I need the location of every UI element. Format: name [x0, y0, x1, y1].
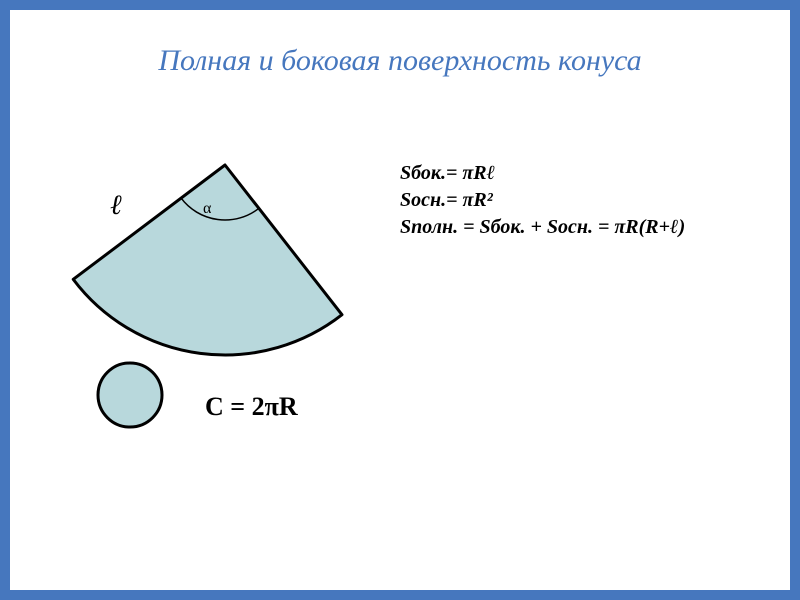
formula-total: Sполн. = Sбок. + Sосн. = πR(R+ℓ)	[400, 214, 685, 241]
frame-left	[0, 0, 10, 600]
formula-base: Sосн.= πR²	[400, 187, 685, 214]
alpha-label: α	[203, 200, 211, 218]
formula-lateral: Sбок.= πRℓ	[400, 160, 685, 187]
base-circle	[98, 363, 162, 427]
circumference-label: C = 2πR	[205, 392, 298, 422]
slide-title: Полная и боковая поверхность конуса	[0, 44, 800, 78]
frame-right	[790, 0, 800, 600]
slide: Полная и боковая поверхность конуса ℓ α …	[0, 0, 800, 600]
frame-top	[0, 0, 800, 10]
ell-label: ℓ	[110, 190, 122, 222]
frame-bottom	[0, 590, 800, 600]
cone-unfold-diagram: ℓ α C = 2πR	[55, 160, 365, 450]
formulas-block: Sбок.= πRℓ Sосн.= πR² Sполн. = Sбок. + S…	[400, 160, 685, 241]
